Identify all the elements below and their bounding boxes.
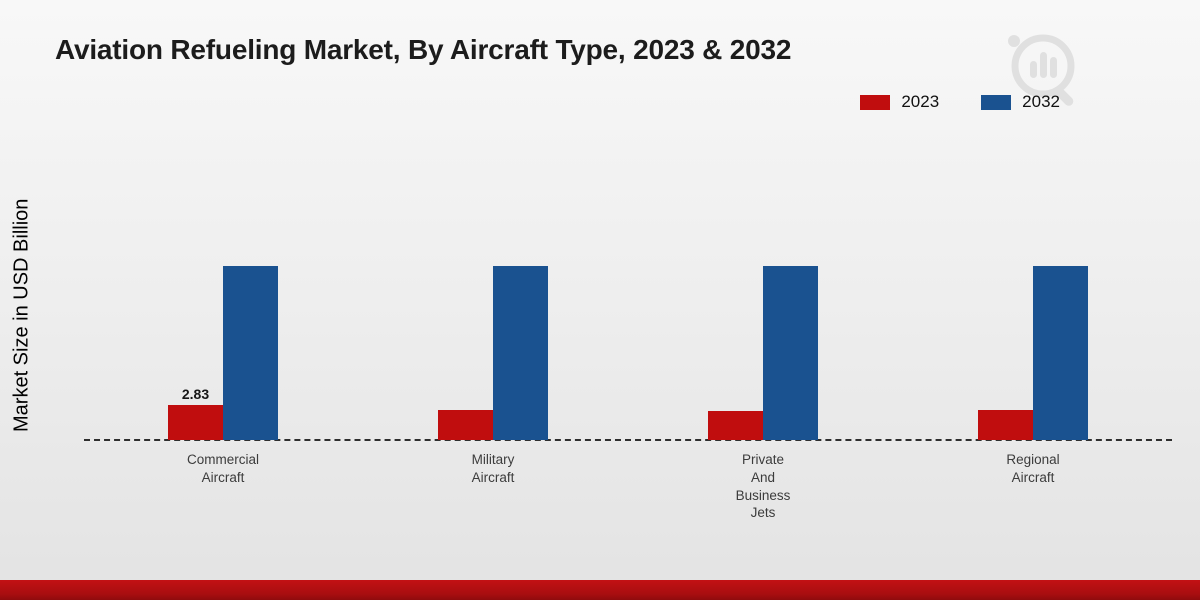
category-label: Commercial Aircraft (186, 452, 260, 485)
plot-area: 2.83 Commercial Aircraft Military Aircraft Pr… (84, 140, 1172, 520)
category-label: Regional Aircraft (1006, 452, 1060, 485)
bar-group: Regional Aircraft (978, 140, 1088, 485)
legend-item-2032: 2032 (981, 92, 1060, 112)
bar-2023 (438, 410, 493, 440)
bar-value-label: 2.83 (181, 385, 210, 402)
legend-label-2023: 2023 (901, 92, 940, 111)
legend: 2023 2032 (860, 92, 1060, 112)
bar-2023 (708, 410, 763, 440)
bar-group: Private And Business Jets (708, 140, 818, 520)
legend-item-2023: 2023 (860, 92, 939, 112)
chart-title: Aviation Refueling Market, By Aircraft T… (55, 34, 792, 65)
legend-swatch-2023 (860, 94, 891, 110)
category-label: Private And Business Jets (735, 452, 791, 521)
legend-label-2032: 2032 (1022, 92, 1060, 111)
bar-group: Military Aircraft (438, 140, 548, 485)
legend-swatch-2032 (981, 94, 1012, 110)
bar-2032 (1033, 266, 1088, 440)
zero-baseline (84, 439, 1172, 441)
bar-2032 (763, 266, 818, 440)
bar-2023 (978, 410, 1033, 440)
bar-groups: 2.83 Commercial Aircraft Military Aircraft Pr… (88, 140, 1168, 520)
category-label: Military Aircraft (471, 452, 515, 485)
brand-watermark-icon (997, 26, 1085, 119)
bar-group: 2.83 Commercial Aircraft (168, 140, 278, 485)
y-axis-label: Market Size in USD Billion (10, 198, 33, 432)
bar-chart-magnifier-icon (1008, 34, 1075, 106)
footer-band (0, 580, 1200, 600)
bar-2032 (223, 266, 278, 440)
bar-2032 (493, 266, 548, 440)
bar-2023 (168, 404, 223, 440)
